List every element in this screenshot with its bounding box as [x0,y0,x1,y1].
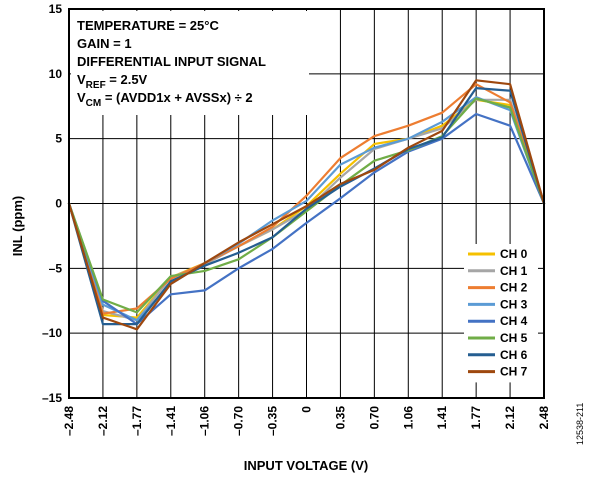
x-tick-label: 0 [300,406,314,413]
x-tick-label: –2.12 [96,406,110,436]
x-tick-label: –0.70 [232,406,246,436]
legend-label: CH 7 [500,365,528,379]
y-tick-labels: 15 10 5 0 –5 –10 –15 [42,2,62,405]
legend-label: CH 1 [500,264,528,278]
x-tick-label: –1.06 [198,406,212,436]
series-line [67,97,546,314]
x-tick-label: 0.35 [333,406,347,430]
y-tick-label: 10 [49,67,63,81]
series-line [67,83,546,315]
plot-frame [68,8,545,399]
y-tick-label: 0 [55,197,62,211]
series-line [67,79,546,331]
x-tick-label: –0.35 [266,406,280,436]
legend-label: CH 2 [500,281,528,295]
legend-label: CH 3 [500,297,528,311]
condition-line: DIFFERENTIAL INPUT SIGNAL [77,54,266,69]
series-lines [67,79,546,331]
figure-id: 12538-211 [575,403,585,445]
y-tick-label: –10 [42,326,62,340]
x-tick-label: 0.70 [367,406,381,430]
y-axis-title: INL (ppm) [10,196,25,256]
legend-background [464,244,538,383]
x-tick-label: 1.06 [401,406,415,430]
x-tick-label: –2.48 [62,406,76,436]
y-tick-label: 5 [55,132,62,146]
series-line [67,86,546,326]
x-tick-labels: –2.48 –2.12 –1.77 –1.41 –1.06 –0.70 –0.35 0 0.35… [62,406,551,436]
x-tick-label: 1.41 [435,406,449,430]
x-tick-label: –1.77 [130,406,144,436]
x-axis-title: INPUT VOLTAGE (V) [244,458,368,473]
legend: CH 0 CH 1 CH 2 CH 3 CH 4 CH 5 CH 6 CH 7 [464,244,538,383]
legend-label: CH 5 [500,331,528,345]
x-tick-label: 2.48 [537,406,551,430]
x-tick-label: –1.41 [164,406,178,436]
x-tick-label: 1.77 [469,406,483,430]
y-tick-label: 15 [49,2,63,16]
y-tick-label: –5 [49,261,63,275]
conditions-background [71,11,309,115]
legend-label: CH 4 [500,314,528,328]
x-tick-label: 2.12 [503,406,517,430]
condition-line: GAIN = 1 [77,36,132,51]
conditions-box: TEMPERATURE = 25°C GAIN = 1 DIFFERENTIAL I… [71,11,309,115]
legend-label: CH 6 [500,348,528,362]
condition-line: VREF = 2.5V [77,72,148,91]
legend-label: CH 0 [500,247,528,261]
condition-line: TEMPERATURE = 25°C [77,18,219,33]
condition-line: VCM = (AVDD1x + AVSSx) ÷ 2 [77,90,253,109]
y-tick-label: –15 [42,391,62,405]
